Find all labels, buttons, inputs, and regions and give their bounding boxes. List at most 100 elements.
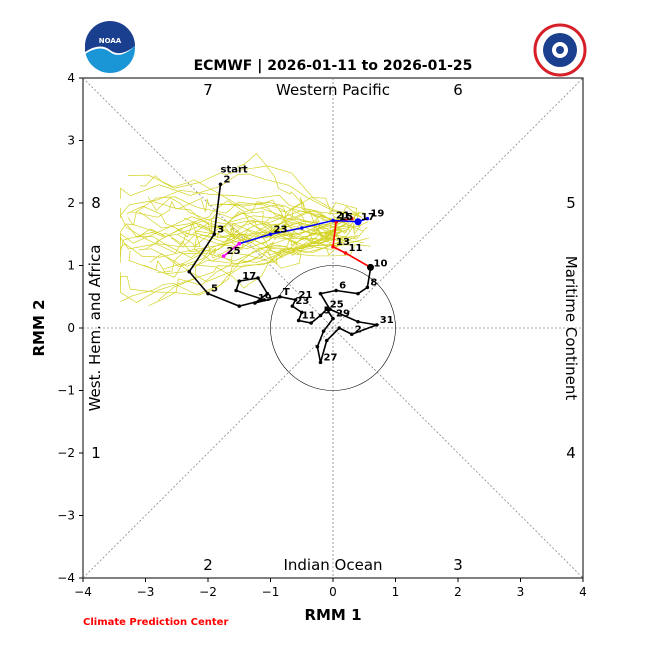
x-tick-label: −3 [137,585,155,599]
ensemble-member-line [120,234,334,303]
observed-point [218,182,223,187]
observed-day-label: 27 [324,352,338,363]
observed-day-label: 2 [355,324,362,335]
observed-point [356,291,360,296]
observed-point [324,307,329,312]
ensemble-member-line [140,165,362,218]
y-tick-label: −3 [57,509,75,523]
observed-day-label: 2 [224,174,231,185]
observed-point [374,323,379,327]
phase-7-label: 7 [203,81,213,99]
x-axis-label: RMM 1 [304,606,361,624]
ensemble-member-line [144,216,364,250]
observed-day-label: 17 [242,271,256,282]
observed-day-label: 19 [258,293,272,304]
observed-point [187,269,192,274]
y-axis-label: RMM 2 [30,299,48,356]
x-axis-ticks: −4 −3 −2 −1 0 1 2 3 4 [74,578,587,599]
observed-day-label: 3 [217,224,224,235]
ensemble-member-line [150,197,364,232]
observed-point [328,307,332,312]
observed-point [278,294,282,299]
observed-day-label: T [283,287,290,298]
forecast-week1-point [343,251,348,255]
observed-point [237,279,242,283]
phase-8-label: 8 [91,194,101,212]
observed-point [212,232,217,237]
y-tick-label: 0 [67,321,75,335]
x-tick-label: 4 [579,585,587,599]
observed-point [318,360,323,365]
forecast-week1-day-label: 13 [336,237,350,248]
y-tick-label: 2 [67,196,75,210]
observed-point [262,298,267,302]
region-right-label: Maritime Continent [562,256,580,401]
observed-day-label: 10 [374,259,388,270]
ensemble-member-line [120,196,335,243]
forecast-week2-point [365,216,370,221]
ensemble-member-line [143,237,370,289]
forecast-week1-day-label: 15 [339,212,353,223]
y-tick-label: 4 [67,71,75,85]
phase-2-label: 2 [203,556,213,574]
ensemble-member-line [138,200,346,236]
observed-point [234,288,238,293]
ensemble-member-line [147,196,359,245]
forecast-week2-point [331,218,335,223]
observed-point [331,316,335,321]
observed-day-label: 25 [330,299,344,310]
diagonal-line-2 [82,77,584,579]
observed-point [365,285,370,290]
forecast-week3-point [221,254,226,258]
observed-point [318,313,323,318]
forecast-week2-day-label: 19 [370,209,384,220]
observed-line [188,184,380,363]
y-tick-label: −1 [57,384,75,398]
ensemble-member-line [217,230,347,265]
forecast-week2-day-label: 21 [336,211,350,222]
observed-point [265,291,270,296]
observed-point [290,304,295,308]
observed-point [256,276,260,280]
observed-day-label: 5 [324,306,331,317]
observed-day-label: 11 [302,311,316,322]
forecast-week2-day-label: 17 [361,212,375,223]
observed-day-label: 23 [295,296,309,307]
observed-day-label: 6 [339,281,346,292]
observed-point [237,304,242,308]
nws-logo [533,23,587,77]
observed-day-label: 31 [380,315,394,326]
phase-6-label: 6 [453,81,463,99]
y-axis-ticks: −4 −3 −2 −1 0 1 2 3 4 [57,71,83,585]
ensemble-member-line [156,230,334,274]
ensemble-member-line [130,200,347,244]
forecast-week3-day-label: 25 [227,246,241,257]
x-tick-label: −1 [262,585,280,599]
chart-title: ECMWF | 2026-01-11 to 2026-01-25 [194,58,473,74]
x-tick-label: 1 [392,585,400,599]
observed-point [337,326,342,330]
phase-3-label: 3 [453,556,463,574]
ensemble-member-line [138,222,351,283]
forecast-week2-marker [354,218,362,226]
forecast-week1-point [331,244,335,249]
reference-lines [82,77,584,579]
unit-circle [270,265,396,391]
observed-point [356,319,360,324]
ensemble-member-line [257,241,371,269]
x-tick-label: −2 [199,585,217,599]
observed-point [318,291,323,296]
observed-point [253,301,257,305]
ensemble-member-line [229,197,358,226]
x-tick-label: 2 [454,585,462,599]
region-bottom-label: Indian Ocean [283,556,382,574]
forecast-week2-point [299,226,304,230]
observed-day-label: 5 [211,284,218,295]
y-tick-label: 3 [67,134,75,148]
ensemble-member-line [311,213,369,239]
observed-point [315,344,320,349]
observed-point [293,298,298,302]
ensemble-member-line [136,222,342,253]
